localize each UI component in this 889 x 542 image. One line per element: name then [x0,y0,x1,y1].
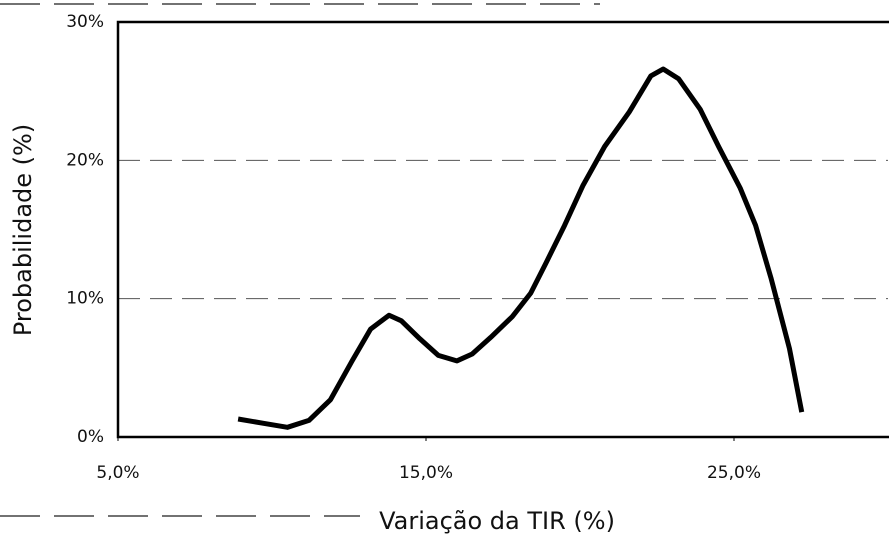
y-tick-label: 10% [66,289,104,309]
plot-frame [116,20,889,439]
x-tick-label: 25,0% [707,463,761,483]
y-tick-label: 30% [66,12,104,32]
x-tick-label: 5,0% [96,463,139,483]
x-axis-label: Variação da TIR (%) [379,507,615,535]
y-tick-label: 0% [77,427,104,447]
x-tick-label: 15,0% [399,463,453,483]
y-axis-label: Probabilidade (%) [9,124,37,336]
line [237,66,805,430]
y-tick-label: 20% [66,150,104,170]
